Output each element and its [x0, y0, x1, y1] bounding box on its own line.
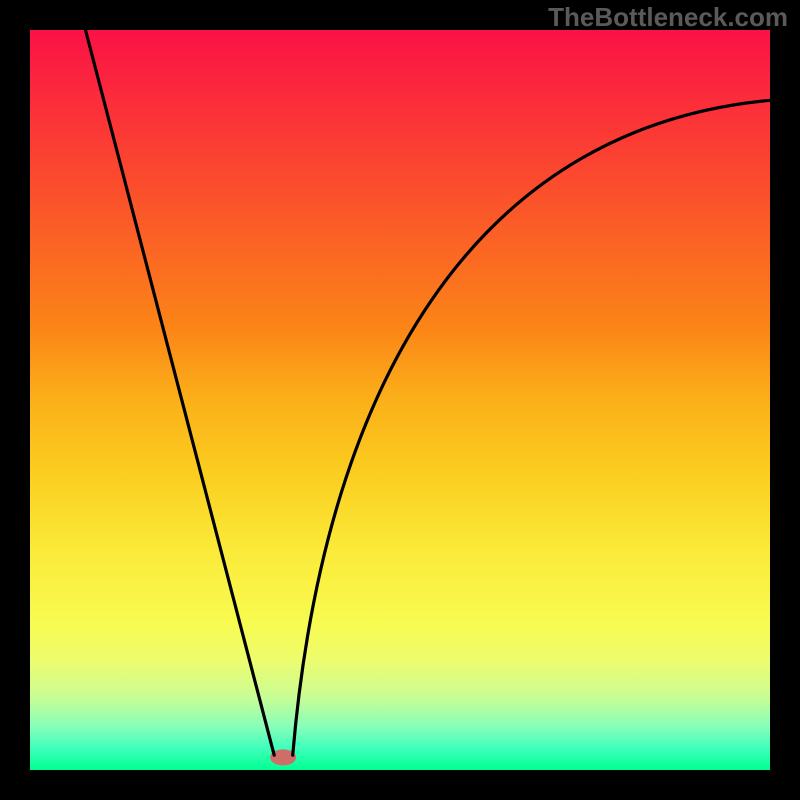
watermark-label: TheBottleneck.com: [548, 2, 788, 33]
chart-root: TheBottleneck.com: [0, 0, 800, 800]
bottleneck-chart-svg: [0, 0, 800, 800]
